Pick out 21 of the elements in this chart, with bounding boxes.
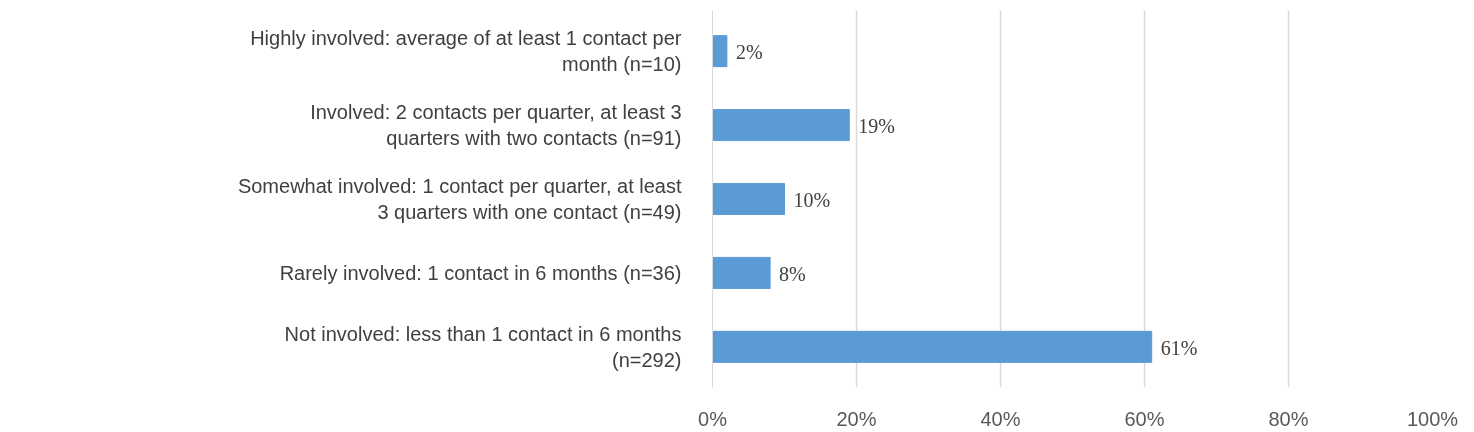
data-label: 10% (793, 189, 831, 211)
x-tick-label: 20% (836, 407, 877, 430)
data-label: 61% (1160, 336, 1198, 359)
bar (712, 35, 728, 68)
y-tick-label: Highly involved: average of at least 1 contact per month (n=10) (250, 26, 682, 76)
y-tick-label: Involved: 2 contacts per quarter, at least 3 quarters with two contacts (n=91) (310, 100, 682, 150)
y-tick-label: Not involved: less than 1 contact in 6 months (n=292) (284, 322, 682, 372)
data-label: 19% (858, 115, 895, 138)
bar (712, 109, 850, 142)
data-label: 2% (735, 41, 763, 64)
x-tick-label: 0% (698, 407, 728, 430)
y-tick-label: Rarely involved: 1 contact in 6 months (n=36) (279, 261, 682, 284)
x-tick-label: 80% (1268, 407, 1309, 430)
bar (712, 256, 771, 289)
bar (712, 182, 785, 216)
x-tick-label: 100% (1406, 407, 1459, 430)
x-tick-label: 40% (980, 407, 1021, 430)
data-label: 8% (779, 262, 806, 285)
bar (712, 330, 1153, 363)
x-tick-label: 60% (1124, 407, 1165, 430)
y-tick-label: Somewhat involved: 1 contact per quarter, at least 3 quarters with one contact (n=49) (237, 174, 682, 224)
